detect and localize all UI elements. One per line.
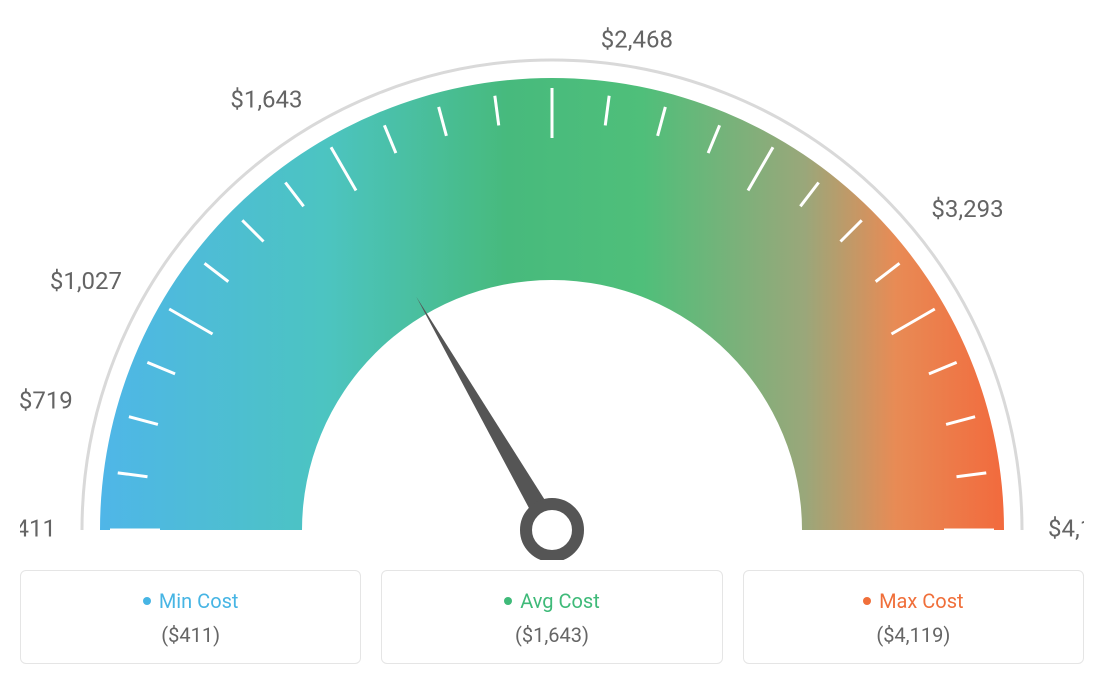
legend-value-min: ($411) (31, 623, 350, 647)
legend-title-avg: Avg Cost (504, 589, 600, 613)
svg-text:$3,293: $3,293 (931, 195, 1003, 223)
gauge-svg: $411 $719 $1,027 $1,643 $2,468 $3,293 $4,119 (20, 20, 1084, 560)
legend-card-avg: Avg Cost ($1,643) (381, 570, 722, 664)
legend-label: Max Cost (879, 589, 964, 613)
cost-gauge-chart: $411 $719 $1,027 $1,643 $2,468 $3,293 $4,119 (20, 20, 1084, 560)
svg-text:$719: $719 (20, 386, 73, 414)
svg-text:$1,027: $1,027 (50, 267, 122, 295)
dot-icon (143, 597, 151, 605)
svg-text:$1,643: $1,643 (230, 86, 302, 114)
legend-value-avg: ($1,643) (392, 623, 711, 647)
legend-title-min: Min Cost (143, 589, 239, 613)
svg-text:$2,468: $2,468 (601, 26, 673, 54)
svg-text:$411: $411 (20, 514, 56, 542)
legend-label: Avg Cost (520, 589, 600, 613)
legend-value-max: ($4,119) (754, 623, 1073, 647)
dot-icon (863, 597, 871, 605)
legend-label: Min Cost (159, 589, 239, 613)
legend-card-min: Min Cost ($411) (20, 570, 361, 664)
legend-title-max: Max Cost (863, 589, 964, 613)
svg-text:$4,119: $4,119 (1048, 514, 1084, 542)
legend-card-max: Max Cost ($4,119) (743, 570, 1084, 664)
legend-row: Min Cost ($411) Avg Cost ($1,643) Max Co… (20, 570, 1084, 664)
dot-icon (504, 597, 512, 605)
